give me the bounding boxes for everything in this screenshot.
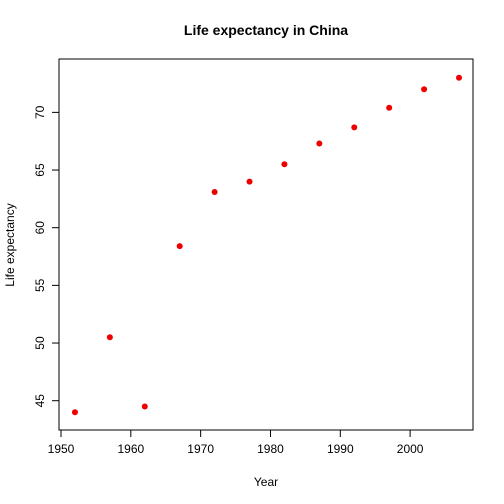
data-point: [386, 104, 393, 111]
x-tick-label: 1980: [257, 442, 284, 456]
y-tick-label: 55: [33, 278, 47, 292]
data-point: [176, 243, 183, 250]
x-axis: 1950 1960 1970 1980 1990 2000: [48, 429, 424, 456]
data-point: [351, 124, 358, 131]
data-point: [141, 403, 148, 410]
y-axis: 45 50 55 60 65 70: [33, 105, 60, 408]
y-tick-label: 70: [33, 105, 47, 119]
data-point: [281, 161, 288, 168]
y-tick-label: 60: [33, 221, 47, 235]
data-point: [71, 409, 78, 416]
y-tick-label: 50: [33, 336, 47, 350]
data-point: [456, 74, 462, 81]
x-tick-label: 1970: [187, 442, 214, 456]
y-axis-label: Life expectancy: [3, 203, 17, 286]
data-point: [246, 178, 253, 185]
x-tick-label: 1990: [327, 442, 354, 456]
plot-area: [58, 58, 474, 431]
x-tick-label: 1960: [117, 442, 144, 456]
y-tick-label: 45: [33, 394, 47, 408]
x-axis-label: Year: [254, 475, 278, 489]
data-points: [71, 74, 462, 416]
data-point: [421, 86, 428, 93]
y-tick-label: 65: [33, 163, 47, 177]
x-tick-label: 2000: [397, 442, 424, 456]
data-point: [106, 334, 113, 341]
data-point: [211, 188, 218, 195]
x-tick-label: 1950: [48, 442, 75, 456]
chart-title: Life expectancy in China: [184, 22, 348, 38]
data-point: [316, 140, 323, 147]
